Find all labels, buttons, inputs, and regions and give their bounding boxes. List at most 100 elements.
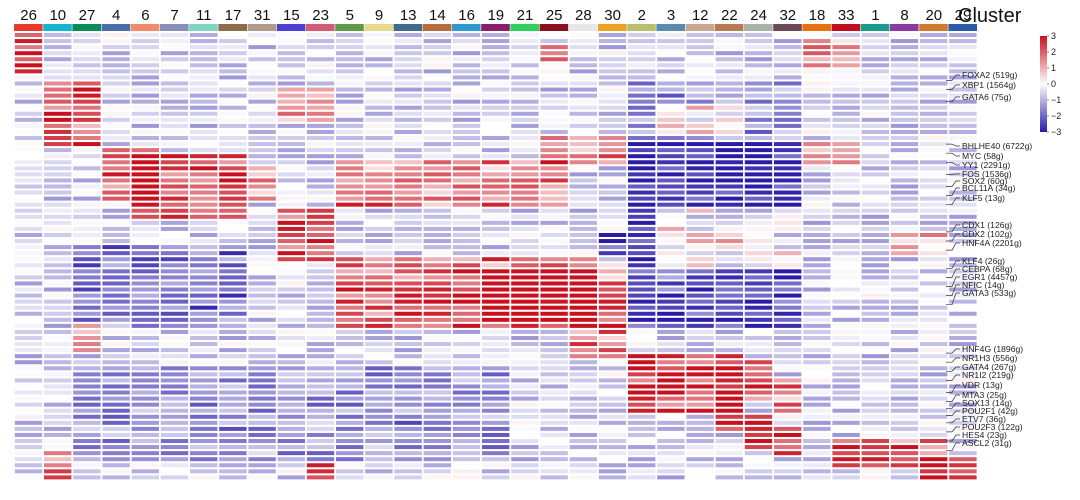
heatmap-cell bbox=[336, 275, 364, 280]
heatmap-cell bbox=[277, 420, 305, 425]
heatmap-cell bbox=[306, 202, 335, 207]
heatmap-cell bbox=[569, 396, 597, 401]
heatmap-cell bbox=[336, 111, 364, 116]
heatmap-cell bbox=[569, 317, 597, 322]
heatmap-cell bbox=[774, 396, 802, 401]
heatmap-cell bbox=[219, 396, 247, 401]
heatmap-cell bbox=[44, 160, 72, 165]
heatmap-cell bbox=[102, 299, 130, 304]
heatmap-cell bbox=[715, 226, 743, 231]
heatmap-cell bbox=[803, 33, 831, 37]
heatmap-cell bbox=[540, 190, 568, 195]
heatmap-cell bbox=[890, 166, 919, 171]
heatmap-cell bbox=[832, 366, 860, 371]
heatmap-cell bbox=[482, 69, 510, 74]
heatmap-cell bbox=[336, 457, 364, 462]
heatmap-cell bbox=[365, 69, 393, 74]
heatmap-cell bbox=[890, 390, 919, 395]
heatmap-cell bbox=[306, 396, 335, 401]
heatmap-cell bbox=[219, 220, 247, 225]
heatmap-cell bbox=[248, 57, 276, 62]
heatmap-cell bbox=[920, 214, 948, 219]
heatmap-cell bbox=[511, 154, 539, 159]
heatmap-cell bbox=[861, 172, 889, 177]
heatmap-cell bbox=[832, 129, 860, 134]
heatmap-cell bbox=[774, 432, 802, 437]
heatmap-cell bbox=[628, 414, 656, 419]
heatmap-cell bbox=[628, 87, 656, 92]
heatmap-cell bbox=[190, 87, 218, 92]
heatmap-cell bbox=[803, 190, 831, 195]
heatmap-cell bbox=[219, 414, 247, 419]
heatmap-cell bbox=[832, 117, 860, 122]
cluster-label-6: 6 bbox=[141, 7, 149, 24]
heatmap-cell bbox=[511, 311, 539, 316]
heatmap-cell bbox=[890, 396, 919, 401]
heatmap-cell bbox=[511, 269, 539, 274]
heatmap-cell bbox=[73, 293, 101, 298]
heatmap-cell bbox=[131, 445, 159, 450]
heatmap-cell bbox=[569, 402, 597, 407]
heatmap-cell bbox=[598, 390, 627, 395]
heatmap-cell bbox=[949, 329, 977, 334]
heatmap-cell bbox=[452, 220, 481, 225]
heatmap-cell bbox=[190, 475, 218, 480]
heatmap-cell bbox=[686, 111, 714, 116]
annotation-connector bbox=[946, 292, 960, 306]
heatmap-cell bbox=[803, 178, 831, 183]
heatmap-cell bbox=[44, 372, 72, 377]
heatmap-cell bbox=[44, 172, 72, 177]
heatmap-cell bbox=[920, 457, 948, 462]
heatmap-cell bbox=[569, 372, 597, 377]
heatmap-cell bbox=[102, 390, 130, 395]
heatmap-cell bbox=[423, 129, 451, 134]
heatmap-cell bbox=[861, 366, 889, 371]
cluster-label-5: 5 bbox=[346, 7, 354, 24]
heatmap-cell bbox=[131, 348, 159, 353]
heatmap-cell bbox=[219, 457, 247, 462]
heatmap-cell bbox=[715, 408, 743, 413]
heatmap-cell bbox=[190, 414, 218, 419]
heatmap-cell bbox=[44, 360, 72, 365]
cluster-label-33: 33 bbox=[838, 7, 855, 24]
annotation-connector bbox=[946, 268, 960, 278]
heatmap-cell bbox=[628, 366, 656, 371]
heatmap-cell bbox=[540, 329, 568, 334]
heatmap-cell bbox=[219, 129, 247, 134]
heatmap-cell bbox=[423, 154, 451, 159]
heatmap-cell bbox=[365, 366, 393, 371]
heatmap-cell bbox=[774, 420, 802, 425]
heatmap-cell bbox=[949, 123, 977, 128]
heatmap-cell bbox=[949, 336, 977, 340]
heatmap-cell bbox=[920, 33, 948, 37]
heatmap-cell bbox=[744, 281, 773, 286]
heatmap-cell bbox=[423, 51, 451, 56]
heatmap-cell bbox=[394, 75, 422, 80]
heatmap-cell bbox=[365, 439, 393, 444]
heatmap-cell bbox=[569, 293, 597, 298]
cluster-label-26: 26 bbox=[20, 7, 37, 24]
heatmap-cell bbox=[949, 396, 977, 401]
heatmap-cell bbox=[890, 329, 919, 334]
heatmap-cell bbox=[890, 269, 919, 274]
heatmap-cell bbox=[920, 475, 948, 480]
cluster-color-2 bbox=[627, 24, 656, 31]
heatmap-cell bbox=[715, 463, 743, 468]
heatmap-cell bbox=[774, 75, 802, 80]
heatmap-cell bbox=[131, 69, 159, 74]
heatmap-cell bbox=[190, 384, 218, 389]
heatmap-cell bbox=[44, 142, 72, 147]
heatmap-cell bbox=[306, 439, 335, 444]
heatmap-cell bbox=[890, 366, 919, 371]
heatmap-cell bbox=[511, 342, 539, 347]
heatmap-cell bbox=[949, 414, 977, 419]
heatmap-cell bbox=[365, 154, 393, 159]
gene-label: MYC (58g) bbox=[962, 151, 1004, 161]
heatmap-cell bbox=[73, 366, 101, 371]
heatmap-cell bbox=[482, 275, 510, 280]
heatmap-cell bbox=[511, 257, 539, 262]
heatmap-cell bbox=[73, 184, 101, 189]
heatmap-cell bbox=[803, 281, 831, 286]
heatmap-cell bbox=[452, 323, 481, 328]
heatmap-cell bbox=[744, 378, 773, 383]
